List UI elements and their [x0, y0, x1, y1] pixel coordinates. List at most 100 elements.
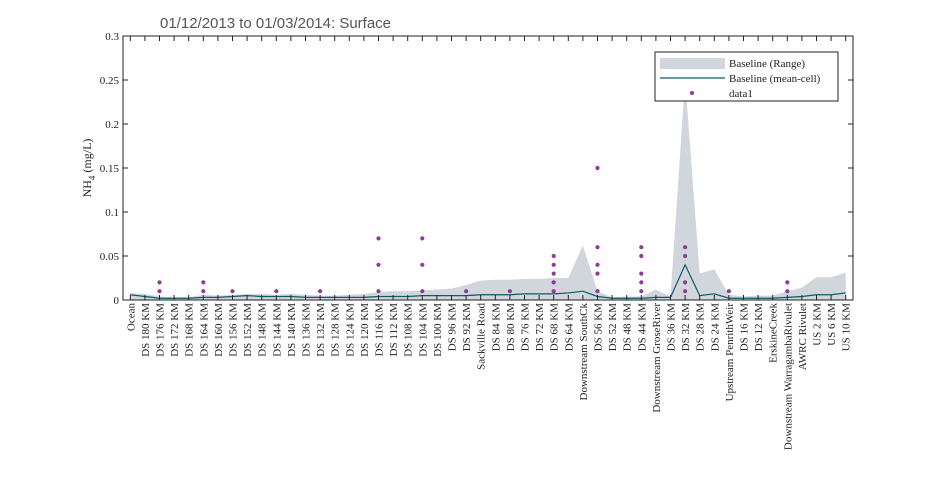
data1-point: [201, 280, 206, 285]
x-tick-label: Downstream WarragambaRivulet: [782, 303, 794, 450]
data1-point: [726, 289, 732, 294]
data1-point: [639, 280, 644, 285]
data1-point: [785, 280, 790, 285]
x-tick-label: DS 116 KM: [374, 303, 386, 357]
x-tick-label: Upstream PenrithWeir: [724, 303, 736, 402]
x-tick-label: AWRC Rivulet: [797, 303, 809, 370]
x-tick-label: DS 144 KM: [271, 303, 283, 357]
x-tick-label: DS 16 KM: [739, 303, 751, 352]
x-tick-label: DS 152 KM: [242, 303, 254, 357]
baseline-range-fill: [130, 80, 846, 300]
x-tick-label: DS 124 KM: [344, 303, 356, 357]
data1-point: [551, 280, 556, 285]
data1-point: [595, 245, 600, 250]
x-tick-label: Downstream SouthCk: [578, 303, 590, 401]
legend-label-data1: data1: [729, 88, 753, 100]
x-tick-label: DS 24 KM: [709, 303, 721, 352]
x-tick-label: DS 148 KM: [257, 303, 269, 357]
x-tick-label: DS 32 KM: [680, 303, 692, 352]
data1-point: [683, 253, 688, 259]
x-tick-label: DS 168 KM: [184, 303, 196, 357]
y-axis-label-main: NH: [80, 180, 94, 198]
data1-point: [420, 236, 425, 241]
x-tick-label: US 2 KM: [812, 303, 824, 346]
y-axis-label: NH4 (mg/L): [80, 139, 97, 198]
x-tick-label: DS 76 KM: [520, 303, 532, 352]
x-tick-label: DS 160 KM: [213, 303, 225, 357]
data1-point: [595, 271, 600, 276]
chart-title: 01/12/2013 to 01/03/2014: Surface: [160, 15, 391, 32]
baseline-mean-line: [130, 263, 846, 299]
data1-point: [639, 245, 644, 250]
x-tick-label: DS 96 KM: [447, 303, 459, 352]
x-tick-label: DS 100 KM: [432, 303, 444, 357]
data1-point: [376, 262, 381, 267]
data1-point: [683, 280, 688, 285]
x-tick-label: Downstream GroseRiver: [651, 303, 663, 413]
data1-point: [639, 271, 644, 276]
data1-point: [683, 245, 688, 250]
y-tick-label: 0.25: [100, 75, 120, 87]
data1-point: [464, 289, 469, 294]
x-tick-label: ErskineCreek: [768, 303, 780, 363]
data1-point: [420, 289, 425, 294]
x-tick-label: DS 44 KM: [636, 303, 648, 352]
data1-point: [376, 289, 381, 294]
x-tick-label: DS 180 KM: [140, 303, 152, 357]
x-tick-label: DS 128 KM: [330, 303, 342, 357]
data1-point: [639, 289, 644, 294]
data1-point: [551, 271, 556, 276]
y-axis: 0 0.05 0.1 0.15 0.2 0.25 0.3: [100, 31, 853, 307]
data1-point: [551, 262, 556, 267]
x-tick-label: US 6 KM: [826, 303, 838, 346]
legend-swatch-data1: [690, 91, 694, 95]
x-tick-label: Ocean: [125, 303, 137, 332]
y-tick-label: 0.2: [105, 119, 119, 131]
x-tick-label: DS 48 KM: [622, 303, 634, 352]
data1-point: [551, 289, 556, 294]
x-tick-label: DS 164 KM: [198, 303, 210, 357]
x-axis: Ocean DS 180 KM DS 176 KM DS 172 KM DS 168 K…: [125, 36, 853, 450]
data1-point: [157, 280, 162, 285]
data1-point: [595, 289, 600, 294]
x-tick-label: DS 28 KM: [695, 303, 707, 352]
data1-point: [230, 289, 235, 294]
data1-point: [595, 165, 600, 171]
x-tick-label: DS 64 KM: [563, 303, 575, 352]
data1-point: [201, 289, 206, 294]
x-tick-label: DS 136 KM: [301, 303, 313, 357]
x-tick-label: US 10 KM: [841, 303, 853, 352]
x-tick-label: Sackville Road: [476, 303, 488, 370]
data1-point: [683, 289, 688, 294]
legend: Baseline (Range) Baseline (mean-cell) da…: [654, 51, 839, 102]
y-tick-label: 0.05: [100, 251, 120, 263]
x-tick-label: DS 156 KM: [228, 303, 240, 357]
data1-point: [157, 289, 162, 294]
y-tick-label: 0.1: [105, 207, 119, 219]
x-tick-label: DS 172 KM: [169, 303, 181, 357]
data1-point: [595, 262, 600, 267]
x-tick-label: DS 176 KM: [155, 303, 167, 357]
data1-point: [376, 236, 381, 241]
x-tick-label: DS 140 KM: [286, 303, 298, 357]
data1-point: [274, 289, 279, 294]
x-tick-label: DS 104 KM: [417, 303, 429, 357]
y-tick-label: 0.3: [105, 31, 119, 43]
y-tick-label: 0: [114, 295, 120, 307]
y-axis-label-sub: 4: [87, 175, 97, 180]
x-tick-label: DS 84 KM: [490, 303, 502, 352]
x-tick-label: DS 56 KM: [593, 303, 605, 352]
data1-point: [639, 253, 644, 259]
x-tick-label: DS 68 KM: [549, 303, 561, 352]
data1-point: [785, 289, 790, 294]
baseline-mean-polyline: [130, 263, 846, 299]
data1-point: [551, 253, 556, 259]
baseline-range-area: [130, 80, 846, 300]
y-tick-label: 0.15: [100, 163, 120, 175]
x-tick-label: DS 72 KM: [534, 303, 546, 352]
x-tick-label: DS 12 KM: [753, 303, 765, 352]
x-tick-label: DS 120 KM: [359, 303, 371, 357]
data1-points: [157, 165, 790, 294]
